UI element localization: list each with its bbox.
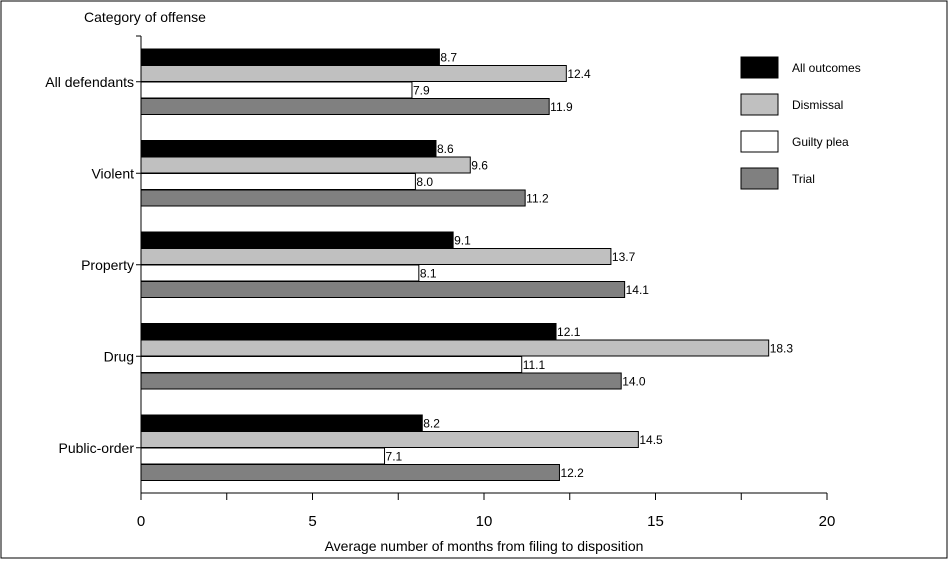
bar: [140, 372, 622, 390]
bar: [140, 65, 567, 82]
category-label: Property: [81, 257, 134, 273]
bar: [140, 98, 550, 115]
x-axis-label: Average number of months from filing to …: [325, 538, 644, 554]
bar: [140, 189, 526, 207]
chart-title: Category of offense: [84, 9, 206, 25]
bar: [140, 231, 454, 249]
bar: [140, 447, 386, 465]
x-tick-label: 10: [476, 513, 493, 530]
data-label: 12.1: [557, 325, 581, 339]
bar: [140, 173, 416, 190]
x-tick-label: 5: [308, 513, 316, 530]
bar: [140, 323, 557, 340]
data-label: 7.9: [413, 84, 430, 98]
data-label: 12.4: [567, 67, 591, 81]
bar: [140, 81, 413, 99]
bar: [140, 356, 523, 373]
legend-swatch: [740, 56, 779, 79]
category-label: Violent: [91, 165, 134, 181]
legend-label: Trial: [792, 172, 815, 186]
legend-swatch: [740, 167, 779, 190]
bar: [140, 281, 626, 298]
bar: [140, 431, 639, 448]
x-tick-label: 20: [819, 513, 836, 530]
data-label: 7.1: [386, 450, 403, 464]
bar: [140, 339, 770, 357]
x-tick-label: 15: [647, 513, 664, 530]
category-label: All defendants: [45, 74, 134, 90]
data-label: 11.9: [550, 100, 573, 114]
data-label: 8.2: [423, 417, 440, 431]
data-label: 8.1: [420, 267, 437, 281]
bar: [140, 140, 437, 157]
legend-swatch: [740, 93, 779, 116]
data-label: 12.2: [560, 466, 584, 480]
legend: All outcomes Dismissal Guilty plea Trial: [740, 56, 861, 190]
data-label: 11.1: [523, 358, 546, 372]
bar: [140, 264, 420, 282]
data-label: 9.6: [471, 159, 488, 173]
legend-label: Dismissal: [792, 98, 843, 112]
data-label: 13.7: [612, 250, 636, 264]
data-label: 14.0: [622, 375, 646, 389]
bar: [140, 414, 423, 432]
data-label: 8.6: [437, 142, 454, 156]
data-label: 18.3: [770, 342, 794, 356]
data-label: 9.1: [454, 234, 471, 248]
data-label: 8.0: [416, 175, 433, 189]
bar: [140, 156, 471, 174]
legend-label: All outcomes: [792, 61, 861, 75]
data-label: 14.5: [639, 433, 663, 447]
data-label: 14.1: [626, 283, 650, 297]
plot-area: 0 5 10 15 20 All defendants 8.7 12.4 7.9 11.9 Viol…: [45, 35, 836, 530]
category-label: Public-order: [59, 440, 135, 456]
bar: [140, 48, 440, 66]
legend-swatch: [740, 130, 779, 153]
bar: [140, 248, 612, 265]
bar: [140, 464, 560, 481]
x-tick-label: 0: [137, 513, 145, 530]
data-label: 8.7: [440, 51, 457, 65]
data-label: 11.2: [526, 192, 549, 206]
category-label: Drug: [104, 348, 134, 364]
legend-label: Guilty plea: [792, 135, 849, 149]
